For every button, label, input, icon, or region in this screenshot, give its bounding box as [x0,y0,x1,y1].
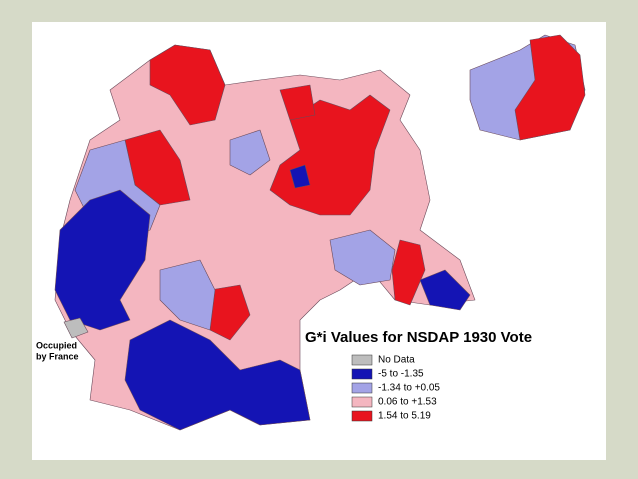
annotation: Occupied [36,340,77,350]
region [229,129,271,176]
legend-label: 1.54 to 5.19 [378,411,431,422]
map-title: G*i Values for NSDAP 1930 Vote [305,329,532,346]
region [63,317,89,339]
region [329,229,396,286]
region [149,44,226,126]
legend-label: -1.34 to +0.05 [378,383,440,394]
region [419,269,471,311]
legend-swatch [351,410,373,422]
region [124,319,311,431]
region [54,189,151,331]
region [289,164,311,189]
annotation: by France [36,351,79,361]
legend-label: No Data [378,355,415,366]
region [279,84,316,121]
region [391,239,426,306]
map [54,34,586,431]
legend: No Data -5 to -1.35 -1.34 to +0.05 0.06 to … [351,354,440,422]
region [159,259,216,331]
legend-swatch [351,382,373,394]
legend-label: -5 to -1.35 [378,369,424,380]
legend-swatch [351,354,373,366]
region [514,34,586,141]
legend-swatch [351,396,373,408]
legend-swatch [351,368,373,380]
legend-label: 0.06 to +1.53 [378,397,437,408]
